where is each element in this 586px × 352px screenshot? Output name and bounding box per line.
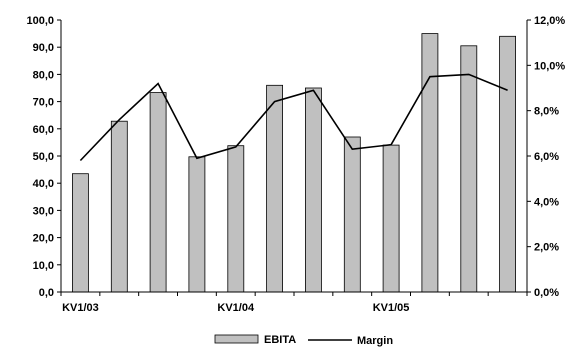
ebita-bar — [421, 33, 439, 293]
left-axis-ticks: 0,0 10,0 20,0 30,0 40,0 50,0 60,0 70,0 80,0 90,0 1… — [26, 15, 61, 299]
ebita-bars — [72, 33, 517, 293]
right-axis-ticks: 0,0% 2,0% 4,0% 6,0% 8,0% 10,0% 12,0% — [527, 15, 565, 299]
right-tick-label: 12,0% — [534, 15, 565, 27]
left-tick-label: 60,0 — [33, 124, 54, 136]
ebita-bar — [460, 45, 478, 293]
axes — [60, 20, 528, 296]
ebita-bar — [149, 92, 167, 293]
ebita-bar — [72, 173, 89, 293]
ebita-bar — [343, 136, 361, 293]
left-tick-label: 20,0 — [33, 233, 54, 245]
right-tick-label: 4,0% — [534, 196, 559, 208]
legend-ebita-label: EBITA — [264, 334, 296, 346]
left-tick-label: 90,0 — [33, 42, 54, 54]
margin-line — [79, 73, 508, 162]
x-tick-label: KV1/05 — [373, 302, 410, 314]
x-axis-labels: KV1/03 KV1/04 KV1/05 — [62, 302, 409, 314]
left-tick-label: 100,0 — [26, 15, 54, 27]
left-tick-label: 40,0 — [33, 178, 54, 190]
ebita-bar — [110, 120, 128, 293]
legend-margin-label: Margin — [357, 335, 393, 347]
left-tick-label: 10,0 — [33, 260, 54, 272]
ebita-bar — [266, 84, 284, 293]
ebita-bar — [227, 145, 245, 293]
left-tick-label: 30,0 — [33, 205, 54, 217]
right-tick-label: 10,0% — [534, 60, 565, 72]
legend-ebita-swatch — [214, 334, 259, 344]
left-tick-label: 80,0 — [33, 69, 54, 81]
left-tick-label: 0,0 — [39, 287, 54, 299]
right-tick-label: 2,0% — [534, 242, 559, 254]
x-tick-label: KV1/03 — [62, 302, 99, 314]
ebita-bar — [382, 144, 400, 293]
right-tick-label: 6,0% — [534, 151, 559, 163]
right-tick-label: 0,0% — [534, 287, 559, 299]
left-tick-label: 50,0 — [33, 151, 54, 163]
margin-line-layer — [79, 73, 508, 162]
right-tick-label: 8,0% — [534, 106, 559, 118]
ebita-bar — [188, 156, 206, 293]
left-tick-label: 70,0 — [33, 97, 54, 109]
ebita-bar — [499, 35, 517, 293]
ebita-bar — [304, 87, 322, 293]
legend: EBITA Margin — [214, 334, 393, 347]
x-tick-label: KV1/04 — [217, 302, 255, 314]
